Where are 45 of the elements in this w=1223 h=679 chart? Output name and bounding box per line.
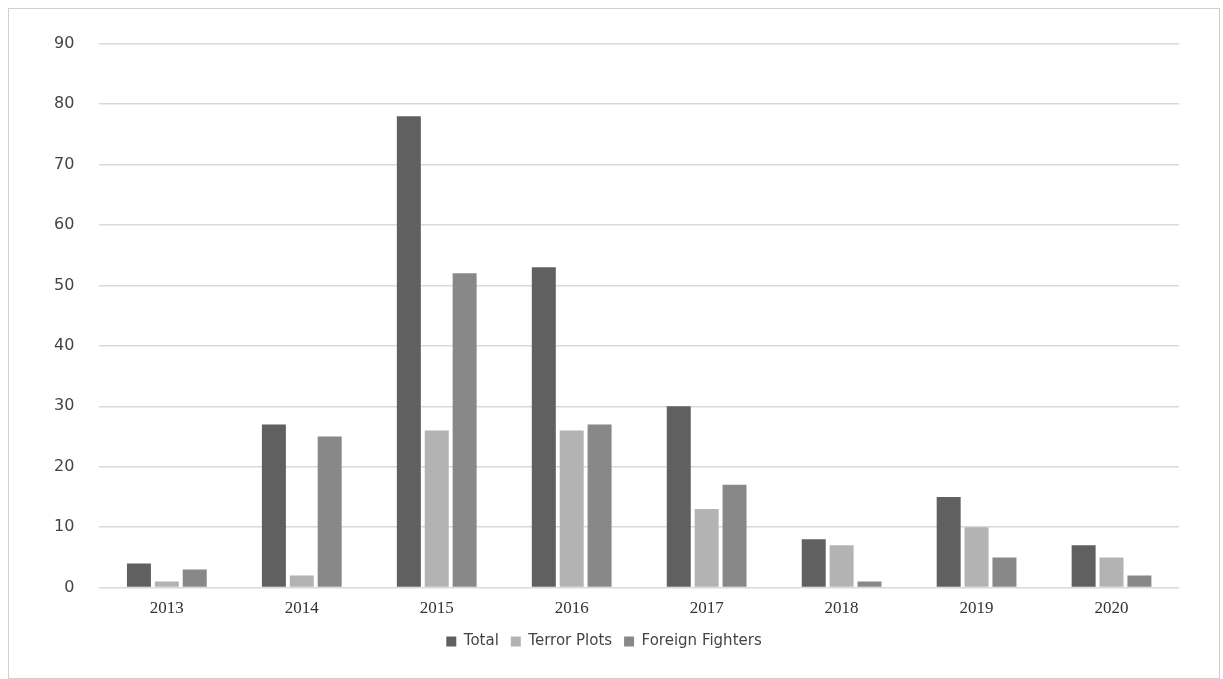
bar — [289, 575, 314, 587]
bar — [1099, 557, 1124, 587]
bar — [126, 563, 151, 587]
bar — [1127, 575, 1152, 587]
bar — [261, 424, 286, 587]
bar — [964, 527, 989, 587]
legend-label: Terror Plots — [527, 631, 613, 650]
bar — [857, 581, 882, 587]
y-tick-label: 30 — [54, 395, 75, 415]
bar — [722, 484, 747, 587]
y-tick-label: 20 — [54, 455, 75, 475]
y-tick-label: 80 — [54, 93, 75, 113]
x-tick-label: 2018 — [824, 598, 859, 618]
bar — [936, 496, 961, 587]
bar — [154, 581, 179, 587]
legend-label: Foreign Fighters — [641, 631, 762, 650]
x-tick-label: 2016 — [554, 598, 589, 618]
bar — [992, 557, 1017, 587]
bar — [829, 545, 854, 587]
bar — [801, 539, 826, 587]
bar — [396, 116, 421, 587]
y-tick-label: 40 — [54, 334, 75, 354]
bar — [531, 267, 556, 587]
x-tick-label: 2015 — [419, 598, 454, 618]
y-tick-label: 10 — [54, 516, 75, 536]
x-tick-label: 2013 — [149, 598, 184, 618]
x-tick-label: 2014 — [284, 598, 320, 618]
bar — [452, 273, 477, 587]
x-tick-label: 2020 — [1094, 598, 1129, 618]
bar — [559, 430, 584, 587]
bar — [182, 569, 207, 587]
bar — [666, 406, 691, 587]
y-tick-label: 0 — [64, 576, 75, 596]
y-tick-label: 60 — [54, 214, 75, 234]
x-tick-label: 2019 — [959, 598, 994, 618]
bar — [694, 509, 719, 587]
bar — [317, 436, 342, 587]
y-tick-label: 90 — [54, 32, 75, 52]
legend-label: Total — [462, 631, 499, 650]
x-tick-label: 2017 — [689, 598, 725, 618]
y-tick-label: 70 — [54, 153, 75, 173]
y-tick-label: 50 — [54, 274, 75, 294]
bar — [587, 424, 612, 587]
bar — [1071, 545, 1096, 587]
bar — [424, 430, 449, 587]
